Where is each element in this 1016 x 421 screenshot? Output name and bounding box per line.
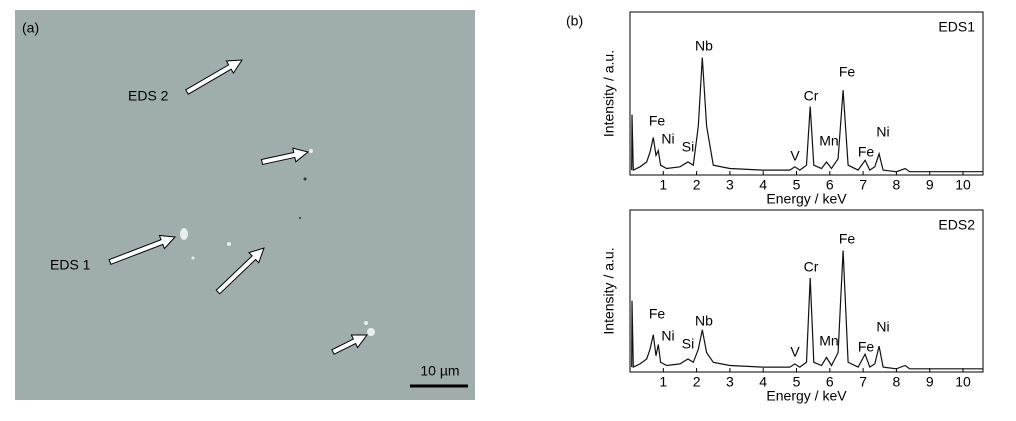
particle (303, 177, 307, 181)
x-tick-label: 4 (759, 177, 767, 193)
x-tick-label: 6 (826, 374, 834, 390)
x-tick-label: 8 (893, 177, 901, 193)
sem-image (15, 10, 475, 400)
x-tick-label: 1 (659, 374, 667, 390)
particle (364, 321, 368, 325)
peak-label: Mn (819, 333, 838, 349)
panel-label: (a) (22, 20, 39, 36)
particle (180, 228, 188, 240)
x-tick-label: 3 (726, 374, 734, 390)
peak-label: Nb (695, 38, 713, 54)
peak-label: Ni (661, 328, 674, 344)
annotation: EDS 2 (128, 88, 169, 104)
arrow (108, 234, 177, 265)
x-tick-label: 10 (955, 374, 971, 390)
y-axis-label: Intensity / a.u. (601, 50, 617, 137)
peak-label: Fe (839, 64, 856, 80)
arrow (331, 334, 368, 355)
peak-label: Ni (661, 131, 674, 147)
peak-label: Fe (649, 113, 666, 129)
peak-label: Mn (819, 133, 838, 149)
peak-label: Ni (876, 319, 889, 335)
chart-title: EDS1 (938, 19, 975, 35)
y-axis-label: Intensity / a.u. (601, 247, 617, 334)
x-tick-label: 9 (926, 374, 934, 390)
x-tick-label: 8 (893, 374, 901, 390)
x-axis-label: Energy / keV (766, 191, 847, 207)
spectrum-line (631, 250, 983, 370)
x-tick-label: 5 (793, 374, 801, 390)
x-tick-label: 10 (955, 177, 971, 193)
peak-label: Fe (858, 339, 875, 355)
particle (309, 149, 313, 153)
peak-label: V (790, 148, 800, 164)
x-tick-label: 4 (759, 374, 767, 390)
plot-frame (629, 11, 984, 176)
x-tick-label: 7 (859, 374, 867, 390)
peak-label: Ni (876, 124, 889, 140)
x-axis-label: Energy / keV (766, 388, 847, 404)
particle (367, 328, 375, 336)
peak-label: Fe (839, 231, 856, 247)
peak-label: Si (682, 139, 694, 155)
x-tick-label: 2 (693, 177, 701, 193)
arrows (108, 59, 368, 355)
arrow (185, 59, 243, 95)
peak-label: Si (682, 336, 694, 352)
x-tick-label: 2 (693, 374, 701, 390)
particle (191, 256, 195, 260)
panel-label: (b) (566, 13, 583, 29)
x-tick-label: 1 (659, 177, 667, 193)
arrow (260, 147, 310, 166)
particle (227, 242, 231, 246)
annotation: EDS 1 (50, 257, 91, 273)
peak-label: V (790, 344, 800, 360)
arrow (215, 247, 265, 295)
peak-label: Fe (649, 306, 666, 322)
peak-label: Nb (695, 313, 713, 329)
plot-frame (629, 209, 984, 373)
x-tick-label: 9 (926, 177, 934, 193)
peak-label: Cr (804, 259, 819, 275)
x-tick-label: 3 (726, 177, 734, 193)
spectrum-line (631, 57, 983, 173)
x-tick-label: 5 (793, 177, 801, 193)
x-tick-label: 6 (826, 177, 834, 193)
chart-title: EDS2 (938, 217, 975, 233)
scale-bar-label: 10 µm (420, 363, 459, 379)
particles (180, 149, 375, 336)
peak-label: Fe (858, 144, 875, 160)
x-tick-label: 7 (859, 177, 867, 193)
particle (299, 217, 301, 219)
peak-label: Cr (804, 88, 819, 104)
